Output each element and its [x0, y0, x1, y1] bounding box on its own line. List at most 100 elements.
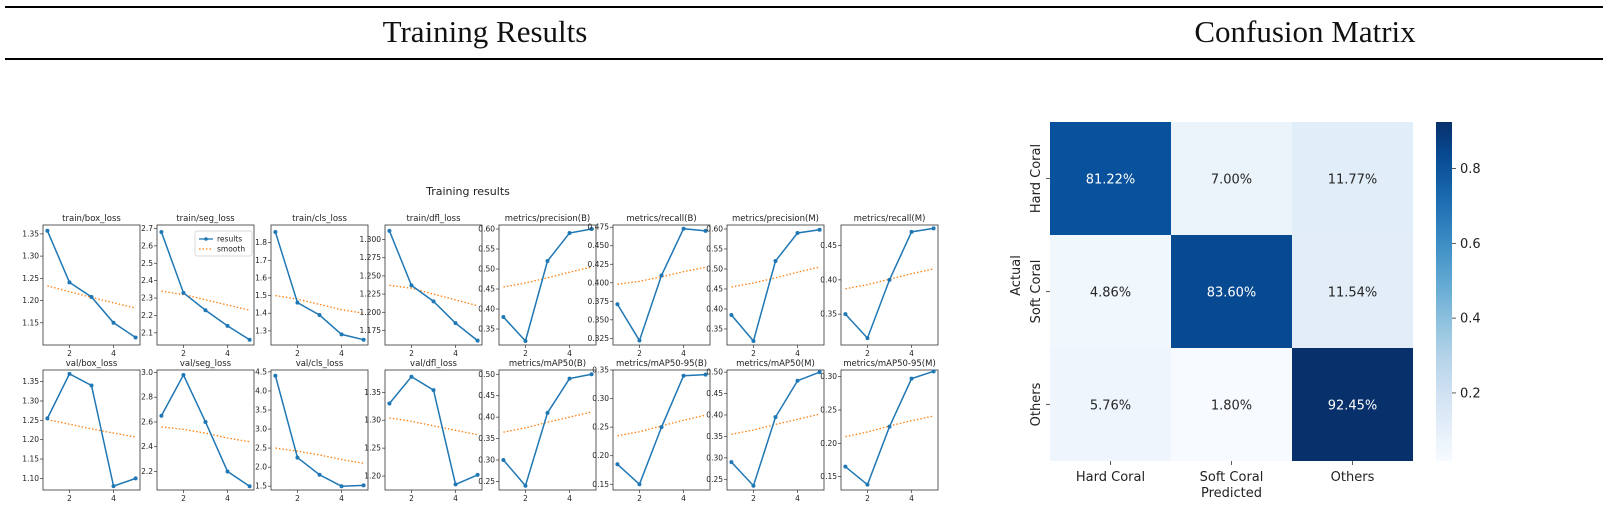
results-point [615, 302, 620, 307]
results-point [615, 462, 620, 467]
subplot-frame [612, 224, 711, 346]
legend-results-label: results [217, 235, 242, 244]
y-tick-label: 1.35 [22, 377, 39, 386]
y-tick-label: 1.30 [364, 416, 381, 425]
results-point [659, 273, 664, 278]
subplot-train-box-loss: train/box_loss 2 4 1.15 1.20 1.25 1.30 1.35 [22, 214, 141, 358]
colorbar-tick-label: 0.8 [1460, 162, 1481, 177]
y-tick-label: 2.3 [141, 294, 153, 303]
y-tick-label: 0.15 [592, 480, 609, 489]
results-point [159, 229, 164, 234]
results-point [751, 483, 756, 488]
y-tick-label: 0.35 [478, 325, 495, 334]
y-tick-label: 0.55 [706, 245, 723, 254]
x-category-label: Soft Coral [1200, 470, 1264, 485]
results-point [931, 369, 936, 374]
y-tick-label: 0.35 [706, 325, 723, 334]
cell-value-label: 92.45% [1328, 399, 1378, 414]
y-tick-label: 0.40 [478, 305, 495, 314]
subplot-val-box-loss: val/box_loss 2 4 1.10 1.15 1.20 1.25 1.30 1.35 [22, 359, 141, 503]
y-category-label: Others [1029, 382, 1044, 426]
y-tick-label: 0.45 [706, 285, 723, 294]
results-series-line [502, 373, 592, 488]
results-point [817, 370, 822, 375]
subplot-metrics-precision-m-: metrics/precision(M) 2 4 0.35 0.40 0.45 0.50 0.… [706, 214, 825, 358]
subplot-title: metrics/mAP50-95(M) [843, 359, 936, 369]
results-point [89, 383, 94, 388]
subplot-title: metrics/precision(B) [505, 214, 590, 224]
results-point [181, 372, 186, 377]
cell-value-label: 4.86% [1090, 286, 1131, 301]
results-point [225, 323, 230, 328]
results-point [501, 458, 506, 462]
smooth-series-line [503, 411, 592, 433]
y-tick-label: 0.45 [478, 391, 495, 400]
x-tick-label: 2 [181, 349, 186, 358]
y-tick-label: 0.25 [478, 477, 495, 486]
results-point [453, 321, 458, 326]
x-tick-label: 4 [111, 349, 116, 358]
y-tick-label: 0.20 [592, 451, 609, 460]
smooth-series-line [503, 266, 592, 288]
results-series-line [274, 375, 364, 487]
subplot-title: val/dfl_loss [410, 359, 457, 369]
x-tick-label: 2 [523, 349, 528, 358]
results-point [387, 228, 392, 233]
y-tick-label: 0.350 [588, 315, 610, 324]
heatmap-cell [1171, 122, 1292, 235]
subplot-train-cls-loss: train/cls_loss 2 4 1.3 1.4 1.5 1.6 1.7 1.8 [255, 214, 369, 358]
y-tick-label: 1.30 [22, 252, 39, 261]
training-results-figure: Training results train/box_loss 2 4 1.15 1.2… [22, 185, 939, 503]
legend-smooth-label: smooth [217, 245, 245, 254]
x-tick-label: 2 [409, 494, 414, 503]
results-point [361, 337, 366, 342]
subplot-train-seg-loss: train/seg_loss 2 4 2.1 2.2 2.3 2.4 2.5 2.6 2.7 res… [141, 214, 255, 358]
y-tick-label: 1.30 [22, 396, 39, 405]
y-tick-label: 0.60 [706, 225, 723, 234]
results-point [817, 227, 822, 232]
subplot-metrics-precision-b-: metrics/precision(B) 2 4 0.35 0.40 0.45 0.50 0.… [478, 214, 597, 358]
smooth-series-line [389, 417, 478, 436]
y-tick-label: 1.8 [255, 238, 267, 247]
y-tick-label: 4.5 [255, 367, 267, 376]
y-tick-label: 2.4 [141, 442, 153, 451]
y-tick-label: 0.35 [820, 310, 837, 319]
y-tick-label: 0.50 [706, 265, 723, 274]
results-series-line [844, 227, 934, 340]
results-point [637, 338, 642, 343]
y-tick-label: 2.1 [141, 328, 153, 337]
results-series-line [274, 231, 364, 341]
y-axis-label: Actual [1009, 255, 1024, 296]
y-tick-label: 2.8 [141, 393, 153, 402]
results-point [247, 337, 252, 342]
cell-value-label: 7.00% [1211, 173, 1252, 188]
results-point [773, 259, 778, 263]
y-tick-label: 1.25 [22, 416, 39, 425]
results-point [133, 335, 138, 340]
smooth-series-line [617, 414, 706, 437]
y-tick-label: 1.15 [22, 318, 39, 327]
results-point [67, 280, 72, 285]
results-series-line [388, 375, 478, 486]
x-category-label: Others [1331, 470, 1375, 485]
results-point [773, 415, 778, 420]
results-point [703, 228, 708, 233]
results-point [273, 230, 278, 235]
results-point [729, 313, 734, 317]
y-tick-label: 0.400 [588, 278, 610, 287]
subplot-frame [42, 369, 141, 491]
results-series-line [616, 373, 706, 486]
heatmap-cell [1292, 348, 1413, 461]
results-point [181, 290, 186, 295]
subplot-title: metrics/mAP50(M) [736, 359, 815, 369]
x-tick-label: 4 [909, 349, 914, 358]
subplot-metrics-map50-m-: metrics/mAP50(M) 2 4 0.25 0.30 0.35 0.40 0.45 0.… [706, 359, 825, 503]
results-point [523, 483, 528, 488]
confusion-matrix-figure: 81.22% 7.00% 11.77% 4.86% 83.60% 11.54% 5.76% 1… [1009, 122, 1481, 501]
results-point [361, 483, 366, 488]
heatmap-cell [1292, 235, 1413, 348]
results-point [339, 332, 344, 337]
y-tick-label: 0.425 [588, 260, 610, 269]
results-point [475, 338, 480, 343]
y-tick-label: 1.175 [360, 326, 382, 335]
